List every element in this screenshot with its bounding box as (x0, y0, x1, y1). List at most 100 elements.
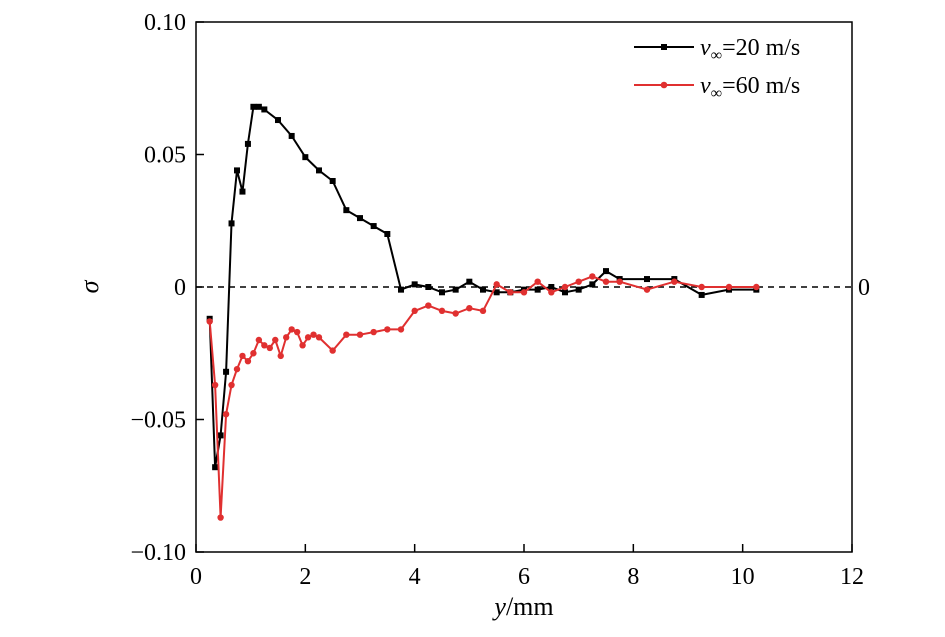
data-point (316, 167, 322, 174)
x-axis-title: y/mm (491, 592, 553, 621)
x-axis-ticks: 0 2 4 6 8 10 12 (190, 544, 864, 590)
legend-label-2-var: v (700, 73, 711, 99)
data-point (212, 464, 219, 471)
data-point (575, 278, 582, 285)
data-point (534, 278, 541, 285)
data-point (343, 207, 350, 214)
legend: v∞=20 m/s v∞=60 m/s (634, 35, 800, 102)
y-axis-title: σ (75, 279, 104, 293)
data-point (275, 117, 281, 124)
legend-item-series-2: v∞=60 m/s (634, 73, 800, 102)
y-tick-label: −0.05 (130, 408, 186, 434)
data-point (452, 286, 459, 293)
data-point (370, 328, 377, 336)
x-tick-label: 2 (299, 564, 311, 590)
legend-label-2-sub: ∞ (711, 85, 722, 102)
data-point (398, 286, 404, 293)
data-point (288, 326, 295, 333)
data-point (329, 178, 336, 184)
data-point (602, 278, 610, 285)
legend-label-1-var: v (700, 35, 711, 61)
legend-marker-circle (660, 81, 668, 89)
data-point (310, 331, 317, 338)
data-point (480, 286, 486, 293)
y-tick-label: −0.10 (130, 540, 186, 566)
right-zero-label: 0 (858, 275, 870, 301)
legend-marker-square (661, 44, 667, 50)
x-axis-title-unit: /mm (506, 592, 554, 621)
legend-label-1: v∞=20 m/s (700, 35, 800, 64)
data-point (698, 291, 705, 298)
series-group (206, 103, 760, 521)
data-point (244, 358, 252, 365)
data-point (266, 344, 273, 352)
data-point (223, 368, 230, 375)
data-point (283, 334, 290, 341)
data-point (228, 220, 235, 227)
data-point (562, 289, 568, 296)
data-point (206, 318, 213, 325)
data-point (304, 334, 312, 341)
x-axis-title-var: y (491, 592, 506, 621)
data-point (548, 284, 555, 290)
data-point (493, 281, 500, 288)
data-point (753, 283, 760, 291)
data-point (439, 289, 445, 296)
data-point (603, 268, 609, 275)
legend-item-series-1: v∞=20 m/s (634, 35, 800, 64)
data-point (589, 281, 596, 288)
data-point (452, 310, 459, 317)
data-point (425, 302, 432, 309)
y-tick-label: 0.10 (144, 10, 186, 36)
data-point (698, 283, 705, 291)
data-point (534, 286, 541, 293)
legend-label-1-rest: =20 m/s (722, 35, 800, 61)
data-point (384, 231, 391, 237)
data-point (293, 328, 301, 336)
data-point (520, 289, 528, 296)
data-point (466, 278, 473, 285)
y-axis-ticks: −0.10 −0.05 0 0.05 0.10 (130, 10, 204, 566)
x-tick-label: 6 (518, 564, 530, 590)
data-point (255, 103, 262, 110)
data-point (671, 278, 678, 285)
data-point (288, 132, 295, 139)
data-point (217, 432, 224, 439)
x-tick-label: 4 (409, 564, 421, 590)
data-point (370, 223, 377, 230)
data-point (411, 307, 418, 315)
data-point (357, 215, 363, 222)
data-point (343, 331, 350, 338)
legend-label-1-sub: ∞ (711, 47, 722, 64)
x-tick-label: 0 (190, 564, 202, 590)
data-point (234, 167, 240, 174)
data-point (479, 307, 487, 315)
data-point (250, 103, 257, 110)
data-point (244, 140, 251, 147)
data-point (397, 326, 405, 333)
x-tick-label: 10 (731, 564, 755, 590)
data-point (589, 273, 596, 280)
data-point (643, 286, 651, 293)
data-point (250, 350, 257, 357)
data-point (255, 336, 263, 344)
data-point (302, 154, 309, 161)
series-1 (206, 103, 760, 471)
data-point (261, 106, 268, 113)
data-point (228, 381, 235, 389)
data-point (233, 365, 241, 373)
data-point (222, 411, 230, 418)
data-point (299, 342, 306, 349)
data-point (616, 278, 623, 285)
data-point (725, 283, 733, 291)
data-point (277, 352, 284, 360)
x-tick-label: 12 (840, 564, 864, 590)
data-point (239, 188, 246, 195)
x-tick-label: 8 (627, 564, 639, 590)
y-tick-label: 0.05 (144, 143, 186, 169)
data-point (548, 289, 555, 296)
data-point (329, 347, 336, 354)
data-point (239, 352, 246, 360)
